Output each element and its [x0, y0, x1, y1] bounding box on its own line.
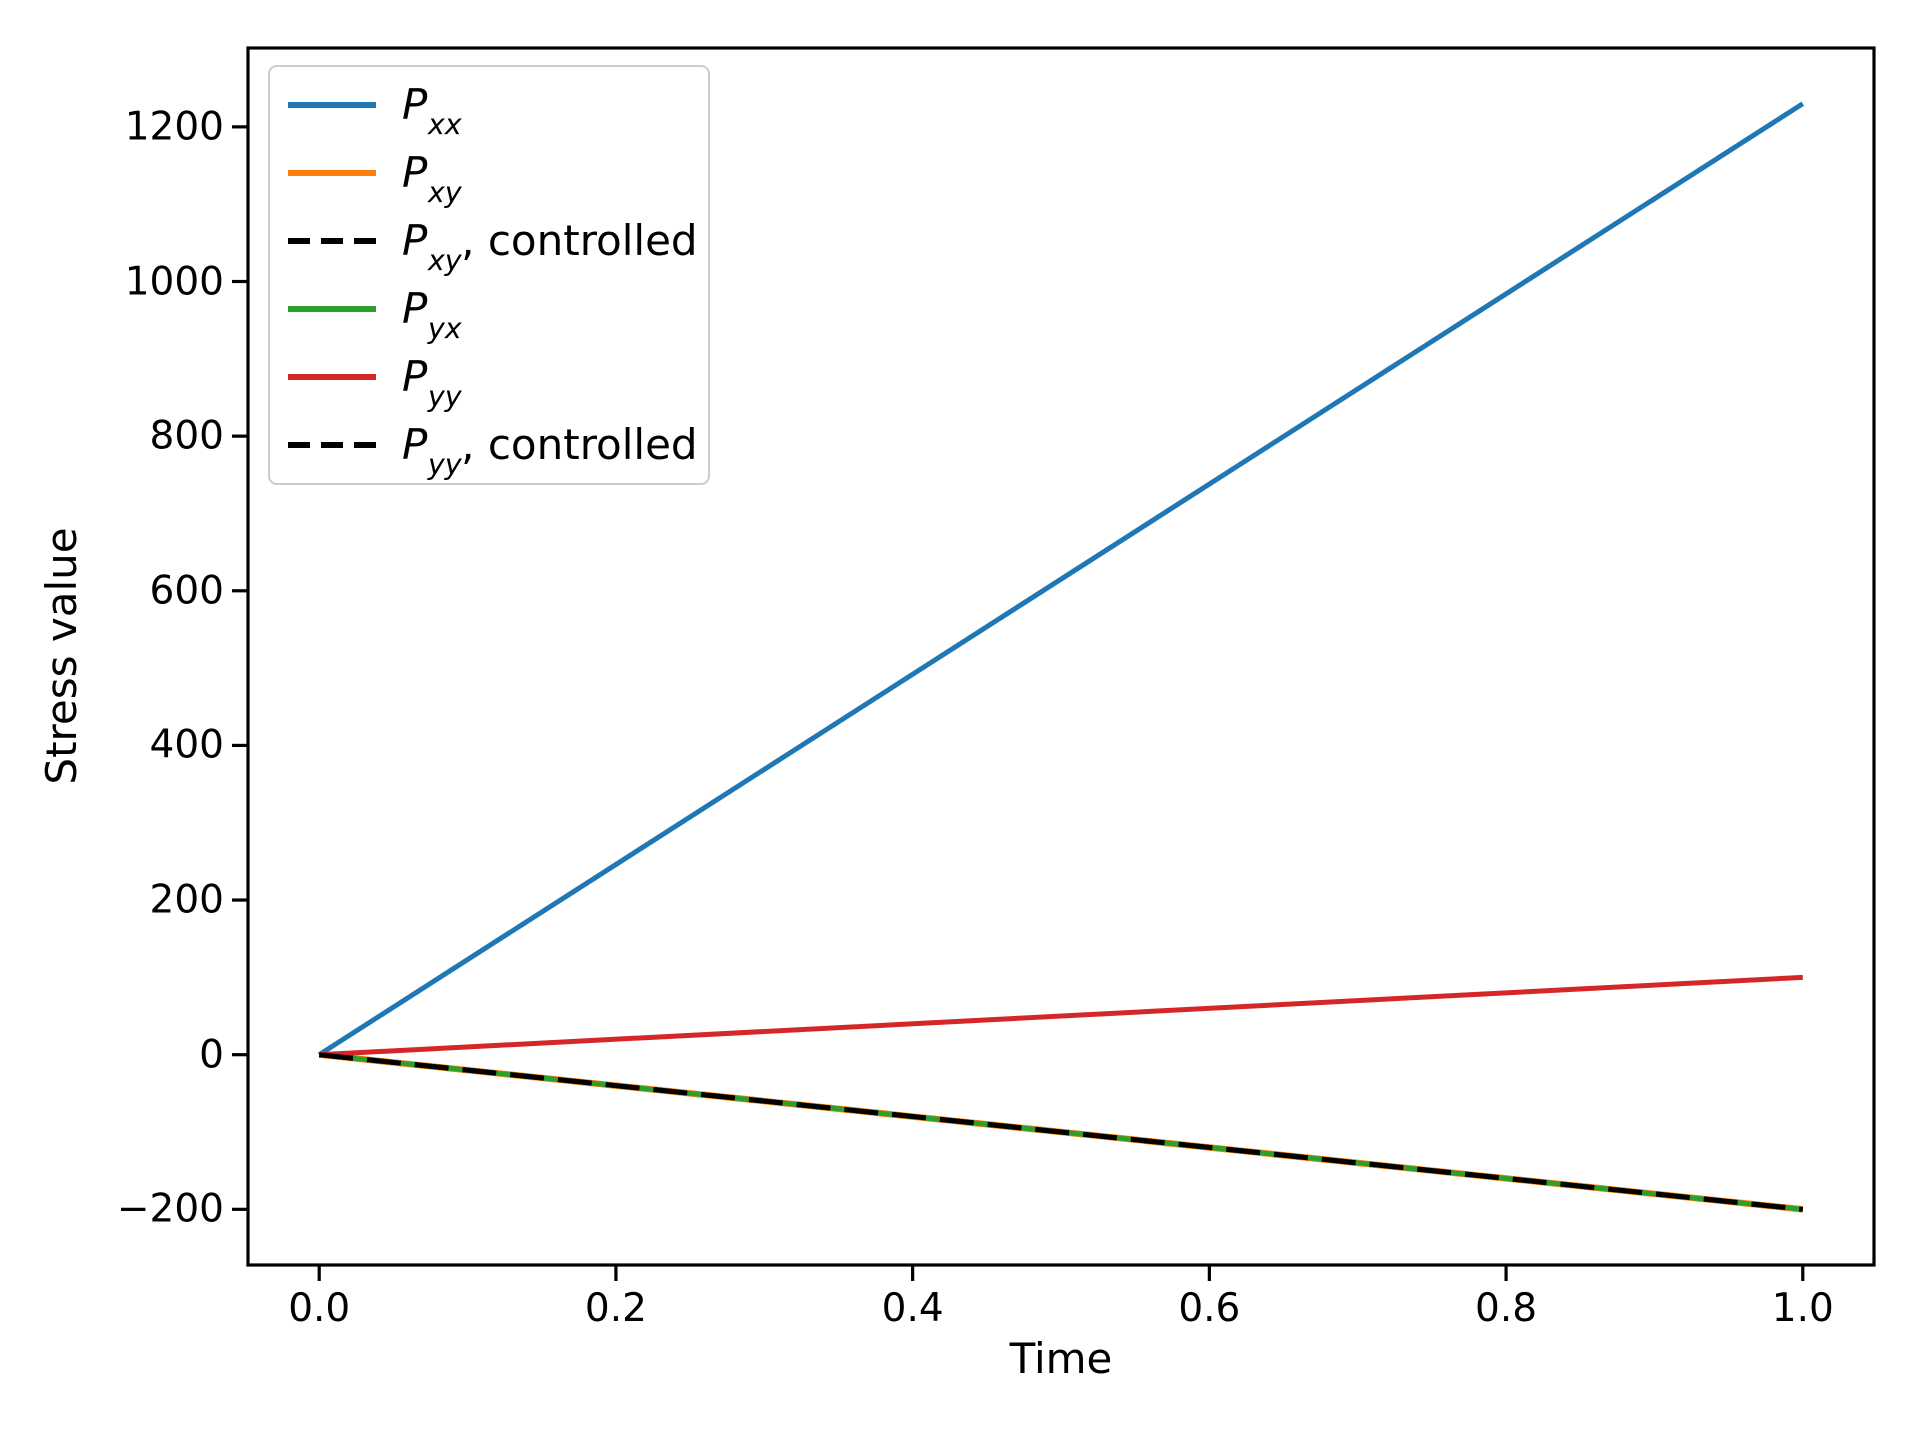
x-tick-label: 0.4 — [881, 1286, 944, 1331]
y-tick-label: 400 — [149, 722, 224, 768]
legend-item-P_xy_controlled: Pxy, controlled — [288, 207, 708, 275]
line-P_yy_controlled — [318, 1052, 1804, 1212]
x-tick-label: 0.0 — [288, 1286, 351, 1331]
axes-spines — [246, 46, 1876, 1267]
line-P_xx — [317, 101, 1805, 1057]
x-axis-label: Time — [1009, 1334, 1113, 1383]
legend-label: Pxx — [402, 80, 462, 141]
x-tick-label: 0.8 — [1475, 1286, 1538, 1331]
legend-label: Pyy — [402, 352, 462, 413]
y-tick-label: 200 — [149, 877, 224, 923]
legend-item-P_xx: Pxx — [288, 71, 708, 139]
legend-label: Pyx — [402, 284, 462, 345]
legend-item-P_yx: Pyx — [288, 275, 708, 343]
legend-line-sample-dashed — [288, 442, 376, 448]
y-tick-label: 800 — [149, 413, 224, 459]
y-tick-label: −200 — [116, 1186, 224, 1232]
y-tick-label: 600 — [149, 568, 224, 614]
y-tick-label: 0 — [199, 1032, 224, 1078]
legend-label: Pyy, controlled — [402, 420, 698, 481]
legend-line-sample-solid — [288, 374, 376, 380]
x-tick-label: 1.0 — [1771, 1286, 1834, 1331]
x-tick-label: 0.2 — [584, 1286, 647, 1331]
y-tick-label: 1000 — [124, 259, 224, 304]
legend-label: Pxy — [402, 148, 462, 209]
y-tick-label: 1200 — [124, 104, 224, 150]
legend-line-sample-solid — [288, 306, 376, 312]
legend-line-sample-dashed — [288, 238, 376, 244]
legend-item-P_yy: Pyy — [288, 343, 708, 411]
x-tick-label: 0.6 — [1178, 1286, 1241, 1331]
legend-line-sample-solid — [288, 170, 376, 176]
line-P_yy — [319, 974, 1803, 1058]
legend-line-sample-solid — [288, 102, 376, 108]
legend-item-P_yy_controlled: Pyy, controlled — [288, 411, 708, 479]
legend-label: Pxy, controlled — [402, 216, 698, 277]
legend-item-P_xy: Pxy — [288, 139, 708, 207]
y-axis-label: Stress value — [37, 527, 86, 785]
legend: Pxx Pxy Pxy, controlled Pyx Pyy Pyy, controll… — [268, 65, 710, 485]
